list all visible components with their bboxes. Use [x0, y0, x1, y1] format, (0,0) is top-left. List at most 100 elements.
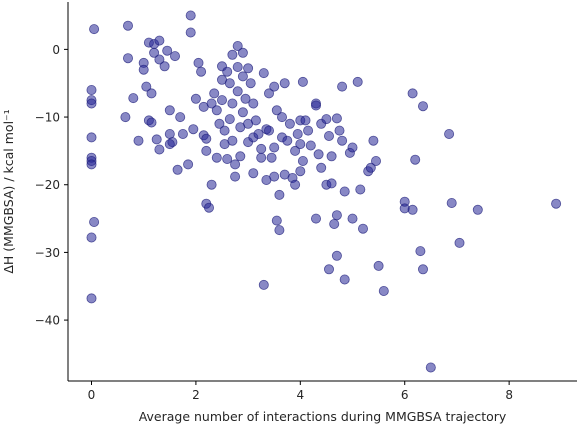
data-point	[159, 61, 170, 72]
data-point	[164, 139, 175, 150]
y-tick-label: −10	[35, 111, 60, 125]
data-point	[334, 125, 345, 136]
data-point	[292, 128, 303, 139]
data-point	[211, 152, 222, 163]
data-point	[326, 151, 337, 162]
data-point	[472, 204, 483, 215]
x-tick-label: 0	[88, 388, 96, 402]
data-point	[123, 53, 134, 64]
data-point	[365, 162, 376, 173]
data-point	[370, 155, 381, 166]
data-point	[146, 117, 157, 128]
x-tick-label: 6	[401, 388, 409, 402]
data-point	[407, 88, 418, 99]
data-point	[248, 168, 259, 179]
data-point	[237, 107, 248, 118]
data-point	[209, 88, 220, 99]
data-point	[123, 20, 134, 31]
data-point	[232, 62, 243, 73]
data-point	[203, 202, 214, 213]
data-point	[177, 128, 188, 139]
data-point	[417, 264, 428, 275]
data-point	[271, 215, 282, 226]
data-point	[120, 112, 131, 123]
data-point	[219, 125, 230, 136]
data-point	[378, 285, 389, 296]
data-point	[297, 76, 308, 87]
data-point	[183, 159, 194, 170]
data-point	[154, 35, 165, 46]
data-point	[331, 210, 342, 221]
data-point	[279, 78, 290, 89]
data-point	[185, 27, 196, 38]
data-point	[425, 362, 436, 373]
data-point	[224, 114, 235, 125]
data-point	[86, 98, 97, 109]
data-point	[444, 128, 455, 139]
data-point	[326, 178, 337, 189]
data-point	[551, 198, 562, 209]
data-point	[141, 81, 152, 92]
data-point	[154, 144, 165, 155]
data-point	[355, 184, 366, 195]
data-point	[269, 142, 280, 153]
data-point	[295, 139, 306, 150]
data-points	[86, 10, 562, 373]
data-point	[337, 81, 348, 92]
data-point	[305, 140, 316, 151]
data-point	[331, 113, 342, 124]
data-point	[230, 171, 241, 182]
data-point	[347, 142, 358, 153]
data-point	[86, 85, 97, 96]
x-tick-label: 4	[296, 388, 304, 402]
y-tick-label: 0	[52, 43, 60, 57]
data-point	[295, 166, 306, 177]
x-tick-label: 2	[192, 388, 200, 402]
data-point	[415, 246, 426, 257]
y-axis-label: ΔH (MMGBSA) / kcal mol⁻¹	[1, 109, 16, 273]
data-point	[263, 125, 274, 136]
data-point	[274, 189, 285, 200]
data-point	[368, 135, 379, 146]
data-point	[323, 130, 334, 141]
data-point	[290, 179, 301, 190]
data-point	[185, 10, 196, 21]
data-point	[339, 186, 350, 197]
data-point	[193, 57, 204, 68]
data-point	[323, 264, 334, 275]
data-point	[232, 86, 243, 97]
data-point	[300, 115, 311, 126]
data-point	[337, 135, 348, 146]
data-point	[188, 124, 199, 135]
data-point	[284, 118, 295, 129]
data-point	[201, 133, 212, 144]
data-point	[146, 88, 157, 99]
data-point	[133, 135, 144, 146]
data-point	[216, 95, 227, 106]
data-point	[417, 101, 428, 112]
data-point	[214, 118, 225, 129]
data-point	[240, 93, 251, 104]
data-point	[310, 100, 321, 111]
data-point	[352, 76, 363, 87]
data-point	[237, 71, 248, 82]
data-point	[256, 143, 267, 154]
data-point	[211, 105, 222, 116]
x-axis-ticks: 0 2 4 6 8	[88, 381, 513, 402]
data-point	[227, 135, 238, 146]
x-tick-label: 8	[505, 388, 513, 402]
y-axis-ticks: 0 −10 −20 −30 −40	[35, 43, 68, 328]
data-point	[175, 112, 186, 123]
data-point	[154, 54, 165, 65]
data-point	[227, 98, 238, 109]
data-point	[227, 49, 238, 60]
x-axis-label: Average number of interactions during MM…	[139, 409, 507, 424]
data-point	[206, 179, 217, 190]
data-point	[253, 128, 264, 139]
data-point	[297, 155, 308, 166]
data-point	[269, 171, 280, 182]
data-point	[151, 134, 162, 145]
data-point	[407, 204, 418, 215]
data-point	[316, 162, 327, 173]
